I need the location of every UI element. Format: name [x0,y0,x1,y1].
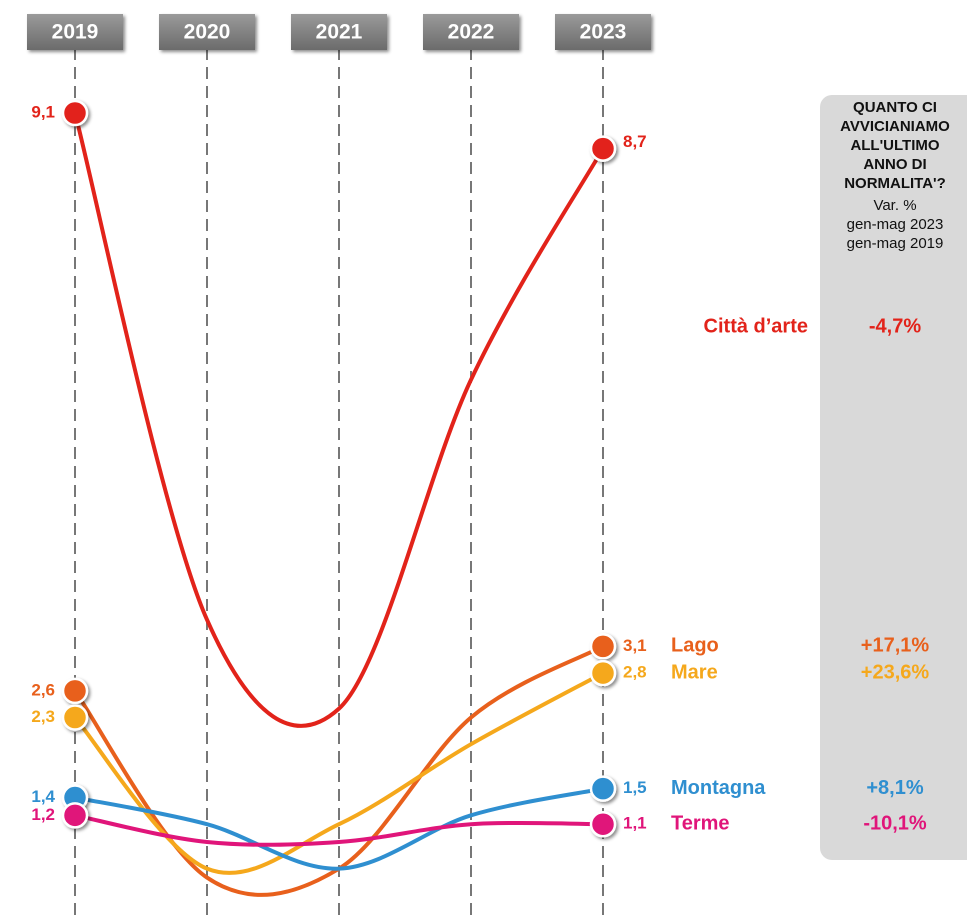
year-box [159,14,255,50]
year-box [291,14,387,50]
series-name: Mare [671,661,718,683]
series-name: Montagna [671,777,766,799]
year-box [27,14,123,50]
panel-title: AVVICIANIAMO [840,118,950,135]
panel-subtitle: Var. % [873,197,916,214]
panel-title: ALL'ULTIMO [850,137,939,154]
panel-title: NORMALITA'? [844,175,946,192]
year-label: 2019 [52,21,99,44]
value-label: 8,7 [623,132,647,151]
value-label: 1,1 [623,814,647,833]
series-name: Terme [671,812,730,834]
data-point [589,775,617,802]
series-line [73,671,605,875]
value-label: 9,1 [31,102,55,121]
value-label: 2,6 [31,680,55,699]
change-label: -4,7% [869,315,921,337]
data-point [589,659,617,687]
year-label: 2020 [184,21,231,44]
value-label: 3,1 [623,636,647,655]
value-label: 2,8 [623,663,647,682]
value-label: 1,5 [623,778,647,797]
year-label: 2023 [580,21,627,44]
change-label: +17,1% [861,635,930,657]
data-point [589,135,617,162]
series-name: Città d’arte [704,315,808,337]
panel-title: ANNO DI [863,156,926,173]
year-label: 2022 [448,21,495,44]
change-label: -10,1% [863,812,927,834]
value-label: 1,2 [31,805,55,824]
series-line [73,111,605,728]
data-point [61,704,89,731]
value-label: 1,4 [31,787,55,806]
panel-subtitle: gen-mag 2019 [847,235,944,252]
series-line [73,786,605,871]
value-label: 2,3 [31,707,55,726]
panel-subtitle: gen-mag 2023 [847,216,944,233]
panel [820,95,967,860]
panel-title: QUANTO CI [853,99,937,116]
data-point [61,99,89,127]
data-point [61,677,89,705]
year-label: 2021 [316,21,363,44]
year-box [423,14,519,50]
change-label: +23,6% [861,661,930,683]
data-point [589,633,617,660]
change-label: +8,1% [866,777,923,799]
series-name: Lago [671,635,719,657]
series-line [73,813,605,847]
year-box [555,14,651,50]
data-point [589,810,617,838]
data-point [61,802,89,829]
